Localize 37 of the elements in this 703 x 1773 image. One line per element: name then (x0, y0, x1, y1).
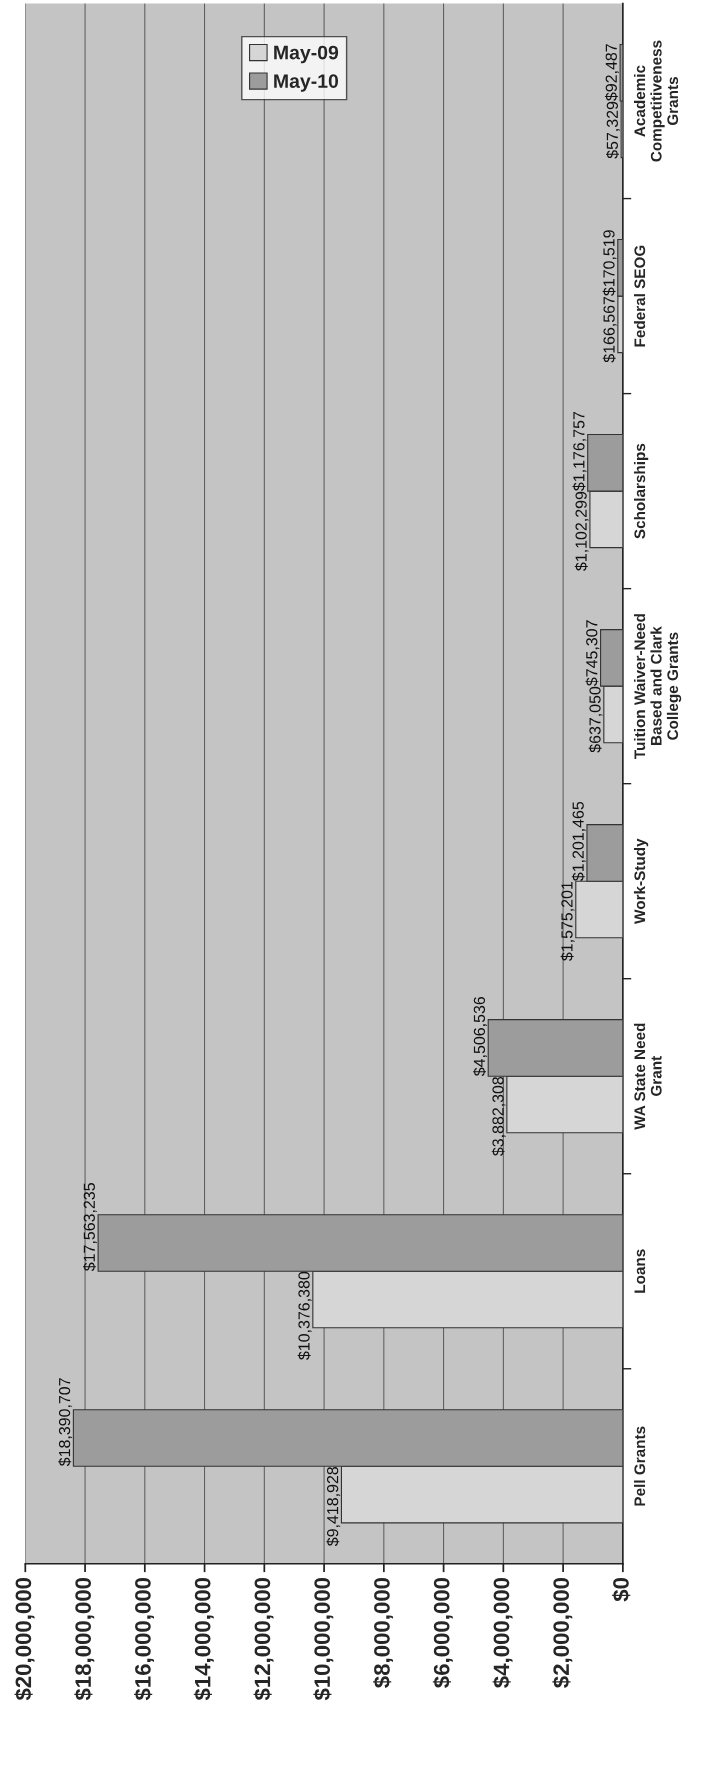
y-tick-label: Tuition Waiver-Need Based and Clark College Grants (633, 614, 682, 759)
y-tick-label: Scholarships (633, 443, 649, 539)
y-tick-label: Pell Grants (633, 1426, 646, 1506)
y-tick-label: Academic Competitiveness Grants (633, 40, 679, 162)
x-tick-label: $6,000,000 (432, 1577, 453, 1688)
x-tick-label: $10,000,000 (313, 1577, 334, 1701)
x-tick-label: $0 (612, 1577, 631, 1602)
data-label: $166,567 (602, 296, 617, 363)
data-label: $1,201,465 (571, 801, 586, 882)
y-tick-label: WA State Need Grant (633, 1023, 662, 1130)
y-tick-label: Federal SEOG (633, 245, 646, 347)
x-tick-label: $12,000,000 (253, 1577, 274, 1701)
data-label: $10,376,380 (297, 1271, 312, 1360)
data-label: $92,487 (604, 44, 619, 101)
x-tick-label: $4,000,000 (492, 1577, 513, 1688)
legend-label: May-09 (274, 45, 339, 64)
data-label: $3,882,308 (491, 1076, 506, 1156)
data-label: $637,050 (588, 686, 603, 753)
y-tick-label: Loans (634, 1249, 646, 1293)
data-label: $18,390,707 (58, 1378, 73, 1467)
data-label: $170,519 (602, 230, 617, 296)
legend-label: May-10 (274, 74, 339, 92)
x-tick-label: $2,000,000 (552, 1577, 573, 1688)
x-tick-label: $8,000,000 (373, 1577, 394, 1688)
x-tick-label: $16,000,000 (134, 1577, 155, 1701)
data-label: $745,307 (585, 620, 600, 686)
data-label: $4,506,536 (473, 996, 487, 1077)
data-label: $1,176,757 (572, 411, 587, 491)
x-tick-label: $14,000,000 (193, 1577, 214, 1701)
x-tick-label: $20,000,000 (14, 1577, 35, 1701)
x-tick-label: $18,000,000 (74, 1577, 95, 1701)
data-label: $1,575,201 (560, 881, 575, 961)
y-tick-label: Work-Study (633, 838, 649, 924)
data-label: $57,329 (606, 101, 620, 159)
data-label: $1,102,299 (574, 491, 589, 571)
data-label: $9,418,928 (326, 1466, 341, 1547)
data-label: $17,563,235 (82, 1183, 97, 1272)
